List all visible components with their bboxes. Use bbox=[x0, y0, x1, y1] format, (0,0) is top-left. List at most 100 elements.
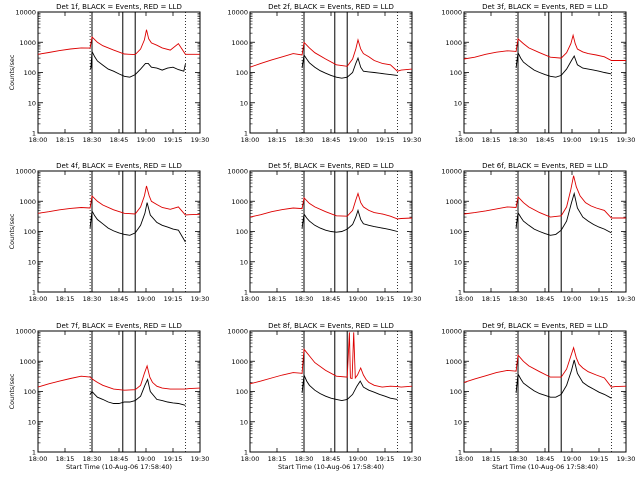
detector-plot-9: Det 9f, BLACK = Events, RED = LLD 18:00 18… bbox=[441, 322, 635, 471]
x-tick-label: 19:30 bbox=[403, 136, 422, 144]
series-line-lld bbox=[463, 33, 626, 61]
y-axis-label: Counts/sec bbox=[8, 213, 16, 249]
y-tick-label: 10 bbox=[454, 258, 462, 266]
y-tick-label: 100 bbox=[236, 228, 248, 236]
x-tick-label: 19:15 bbox=[590, 455, 609, 463]
x-tick-label: 18:30 bbox=[83, 295, 102, 303]
x-tick-label: 18:30 bbox=[509, 455, 528, 463]
y-tick-label: 100 bbox=[24, 228, 36, 236]
y-tick-label: 100 bbox=[24, 69, 36, 77]
y-tick-label: 1000 bbox=[445, 39, 462, 47]
x-tick-label: 19:00 bbox=[563, 136, 582, 144]
y-axis-label: Counts/sec bbox=[8, 373, 16, 409]
y-tick-label: 10000 bbox=[15, 328, 36, 336]
x-axis-label: Start Time (10-Aug-06 17:58:40) bbox=[66, 463, 172, 471]
x-tick-label: 18:00 bbox=[241, 295, 260, 303]
y-tick-label: 10 bbox=[454, 99, 462, 107]
x-tick-label: 18:00 bbox=[455, 455, 474, 463]
x-tick-label: 18:30 bbox=[295, 455, 314, 463]
detector-plot-3: Det 3f, BLACK = Events, RED = LLD 18:00 18… bbox=[441, 3, 635, 144]
x-tick-label: 18:15 bbox=[482, 136, 501, 144]
x-tick-label: 19:15 bbox=[590, 295, 609, 303]
x-tick-label: 18:30 bbox=[295, 295, 314, 303]
y-tick-label: 10 bbox=[240, 418, 248, 426]
x-tick-label: 19:15 bbox=[376, 455, 395, 463]
y-tick-label: 100 bbox=[450, 228, 462, 236]
x-tick-label: 18:00 bbox=[455, 136, 474, 144]
detector-plot-8: Det 8f, BLACK = Events, RED = LLD 18:00 18… bbox=[227, 322, 421, 471]
y-tick-label: 1000 bbox=[231, 198, 248, 206]
y-tick-label: 100 bbox=[450, 69, 462, 77]
plot-title: Det 7f, BLACK = Events, RED = LLD bbox=[56, 322, 182, 330]
detector-plot-7: Det 7f, BLACK = Events, RED = LLD 18:00 18… bbox=[8, 322, 209, 471]
y-tick-label: 100 bbox=[236, 388, 248, 396]
y-tick-label: 1000 bbox=[19, 198, 36, 206]
x-tick-label: 18:00 bbox=[29, 455, 48, 463]
plot-frame bbox=[249, 330, 413, 453]
x-tick-label: 18:00 bbox=[241, 455, 260, 463]
y-tick-label: 1 bbox=[244, 449, 248, 457]
y-tick-label: 1 bbox=[32, 289, 36, 297]
plot-title: Det 3f, BLACK = Events, RED = LLD bbox=[482, 3, 608, 11]
y-tick-label: 10000 bbox=[441, 168, 462, 176]
detector-plot-1: Det 1f, BLACK = Events, RED = LLD 18:00 18… bbox=[8, 3, 209, 144]
x-tick-label: 18:15 bbox=[56, 455, 75, 463]
series-line-events bbox=[89, 202, 186, 243]
plot-title: Det 5f, BLACK = Events, RED = LLD bbox=[268, 162, 394, 170]
series-line-events bbox=[89, 378, 186, 406]
x-tick-label: 19:30 bbox=[617, 136, 636, 144]
series-line-events bbox=[515, 51, 612, 78]
x-tick-label: 18:30 bbox=[509, 295, 528, 303]
plot-frame bbox=[249, 11, 413, 134]
series-line-events bbox=[515, 191, 612, 236]
x-tick-label: 19:00 bbox=[563, 455, 582, 463]
x-tick-label: 18:45 bbox=[536, 295, 555, 303]
series-line-events bbox=[515, 359, 612, 399]
plot-frame bbox=[463, 170, 627, 293]
x-tick-label: 18:15 bbox=[482, 455, 501, 463]
y-tick-label: 10000 bbox=[227, 328, 248, 336]
plot-title: Det 9f, BLACK = Events, RED = LLD bbox=[482, 322, 608, 330]
y-tick-label: 1 bbox=[32, 449, 36, 457]
x-tick-label: 18:30 bbox=[83, 455, 102, 463]
y-tick-label: 1 bbox=[458, 449, 462, 457]
plot-frame bbox=[463, 330, 627, 453]
plot-frame bbox=[463, 11, 627, 134]
y-tick-label: 10 bbox=[240, 258, 248, 266]
series-line-lld bbox=[249, 38, 413, 72]
x-tick-label: 18:30 bbox=[295, 136, 314, 144]
x-tick-label: 19:00 bbox=[563, 295, 582, 303]
x-axis-label: Start Time (10-Aug-06 17:58:40) bbox=[492, 463, 598, 471]
y-tick-label: 10 bbox=[454, 418, 462, 426]
x-tick-label: 19:15 bbox=[164, 295, 183, 303]
y-tick-label: 10000 bbox=[15, 9, 36, 17]
x-tick-label: 19:15 bbox=[164, 136, 183, 144]
series-line-lld bbox=[37, 364, 201, 391]
plot-frame bbox=[37, 11, 201, 134]
x-tick-label: 18:15 bbox=[482, 295, 501, 303]
x-tick-label: 18:00 bbox=[29, 136, 48, 144]
x-tick-label: 18:15 bbox=[56, 136, 75, 144]
x-tick-label: 18:45 bbox=[322, 295, 341, 303]
x-tick-label: 19:00 bbox=[349, 455, 368, 463]
y-tick-label: 1 bbox=[32, 130, 36, 138]
x-tick-label: 18:15 bbox=[268, 136, 287, 144]
y-tick-label: 100 bbox=[450, 388, 462, 396]
x-tick-label: 19:30 bbox=[191, 455, 210, 463]
y-axis-label: Counts/sec bbox=[8, 54, 16, 90]
y-tick-label: 10000 bbox=[227, 168, 248, 176]
y-tick-label: 100 bbox=[236, 69, 248, 77]
x-tick-label: 18:15 bbox=[56, 295, 75, 303]
y-tick-label: 1 bbox=[244, 289, 248, 297]
x-tick-label: 19:00 bbox=[349, 136, 368, 144]
y-tick-label: 1000 bbox=[231, 358, 248, 366]
x-tick-label: 19:30 bbox=[191, 136, 210, 144]
x-tick-label: 19:00 bbox=[137, 455, 156, 463]
series-line-lld bbox=[249, 332, 413, 388]
y-tick-label: 1000 bbox=[445, 358, 462, 366]
y-tick-label: 1 bbox=[458, 289, 462, 297]
x-tick-label: 18:00 bbox=[455, 295, 474, 303]
detector-plot-2: Det 2f, BLACK = Events, RED = LLD 18:00 18… bbox=[227, 3, 421, 144]
x-tick-label: 19:30 bbox=[617, 455, 636, 463]
